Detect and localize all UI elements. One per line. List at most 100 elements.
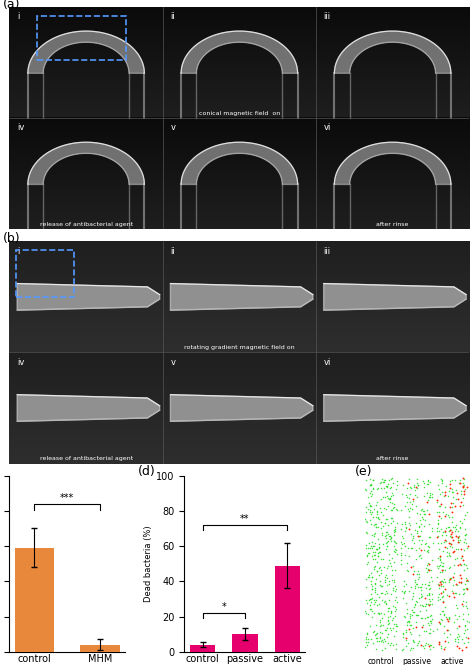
Point <box>425 474 432 485</box>
Point <box>399 628 407 638</box>
Point <box>415 571 423 582</box>
Point <box>424 598 432 609</box>
Point <box>465 575 472 586</box>
Point <box>393 517 401 528</box>
Point <box>445 614 452 624</box>
Point <box>424 546 431 557</box>
Point <box>442 527 449 537</box>
Point <box>367 575 374 586</box>
Point <box>458 518 465 529</box>
Point <box>463 481 471 492</box>
Point <box>380 634 387 644</box>
Point <box>402 632 410 643</box>
Point <box>416 509 424 519</box>
Point <box>414 566 421 577</box>
Point <box>436 554 444 565</box>
Point <box>464 507 471 517</box>
Point <box>374 483 382 493</box>
Point <box>438 576 446 587</box>
Point <box>380 562 388 573</box>
Point <box>438 567 446 577</box>
Point <box>427 618 434 628</box>
Point <box>383 491 391 501</box>
Point <box>426 519 433 529</box>
Point <box>372 597 379 607</box>
Point <box>455 610 463 621</box>
Point <box>446 550 453 561</box>
Point <box>446 525 453 535</box>
Point <box>428 593 436 604</box>
Point <box>426 487 434 498</box>
Point <box>454 487 461 498</box>
Point <box>446 591 453 601</box>
Bar <box>274 566 300 652</box>
Point <box>392 581 399 592</box>
Point <box>390 622 397 633</box>
Point <box>427 623 434 634</box>
Point <box>376 503 384 513</box>
Text: ii: ii <box>170 247 175 256</box>
Point <box>460 537 468 548</box>
Point <box>447 573 454 583</box>
Point <box>439 527 447 537</box>
Point <box>417 592 425 602</box>
Point <box>373 544 381 555</box>
Point <box>386 558 394 569</box>
Point <box>367 485 375 496</box>
Point <box>446 575 453 585</box>
Point <box>369 507 376 518</box>
Point <box>424 638 432 649</box>
Point <box>435 637 443 648</box>
Point <box>465 632 472 643</box>
Point <box>363 640 370 651</box>
Point <box>442 565 449 576</box>
Point <box>407 562 415 573</box>
Point <box>371 546 379 557</box>
Point <box>386 497 394 507</box>
Point <box>436 639 443 650</box>
Point <box>453 623 461 634</box>
Point <box>421 579 428 590</box>
Point <box>442 535 450 546</box>
Point <box>363 637 370 648</box>
Point <box>392 591 399 602</box>
Point <box>440 620 447 631</box>
Point <box>442 501 449 512</box>
Point <box>381 596 389 606</box>
Point <box>406 488 414 499</box>
Point <box>402 627 410 638</box>
Point <box>435 506 443 517</box>
Point <box>387 561 395 572</box>
Point <box>459 477 466 488</box>
Point <box>435 511 443 521</box>
Point <box>436 618 443 628</box>
Point <box>441 490 448 501</box>
Point <box>400 576 408 587</box>
Point <box>408 504 416 515</box>
Point <box>389 516 396 527</box>
Point <box>407 627 414 638</box>
Text: control: control <box>368 657 395 665</box>
Point <box>438 605 446 616</box>
Point <box>408 619 415 630</box>
Point <box>383 587 391 598</box>
Point <box>392 523 399 534</box>
Point <box>367 597 375 608</box>
Point <box>458 644 465 655</box>
Polygon shape <box>17 394 160 422</box>
Point <box>411 484 419 495</box>
Point <box>374 512 382 523</box>
Point <box>418 553 425 563</box>
Point <box>373 507 381 517</box>
Point <box>370 564 378 575</box>
Point <box>443 547 451 557</box>
Point <box>429 642 437 652</box>
Point <box>385 549 393 560</box>
Point <box>376 614 384 625</box>
Point <box>382 486 390 497</box>
Point <box>456 577 463 587</box>
Point <box>438 524 445 535</box>
Point <box>457 485 465 496</box>
Point <box>383 573 391 584</box>
Point <box>374 533 382 544</box>
